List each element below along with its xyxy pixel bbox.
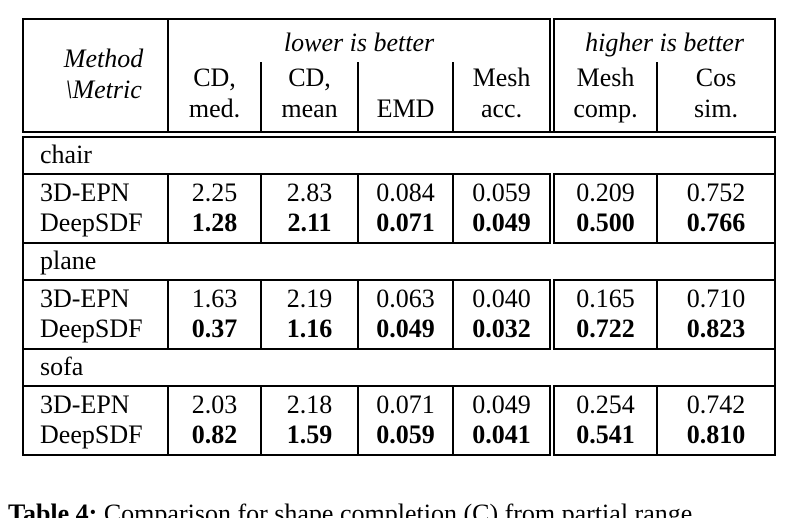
column-header-cos-sim: Cos sim. <box>656 62 776 138</box>
method-name: 3D-EPN <box>40 284 130 313</box>
metric-value-cell: 0.040 <box>451 280 553 314</box>
metric-value-cell: 0.049 <box>451 208 553 243</box>
metric-value-cell: 0.049 <box>357 314 453 349</box>
metric-value-cell: 0.742 <box>656 386 776 420</box>
metric-value-cell: 0.041 <box>451 420 553 455</box>
metric-value-cell: 1.16 <box>260 314 358 349</box>
metric-value-cell: 0.165 <box>549 280 658 314</box>
category-row-sofa: sofa <box>23 348 776 387</box>
metric-value-cell: 0.071 <box>357 208 453 243</box>
table-row-plane-deepsdf: DeepSDF 0.37 1.16 0.049 0.032 0.722 0.82… <box>23 314 776 349</box>
metric-value-cell: 2.83 <box>260 174 358 208</box>
caption-label: Table 4: <box>8 499 98 518</box>
metric-value-cell: 2.25 <box>167 174 261 208</box>
metric-value-cell: 1.28 <box>167 208 261 243</box>
metric-value-cell: 0.071 <box>357 386 453 420</box>
method-name: 3D-EPN <box>40 390 130 419</box>
metric-value-cell: 0.059 <box>357 420 453 455</box>
caption-text-1: Comparison for shape completion (C) from… <box>103 499 693 518</box>
metric-value-cell: 0.541 <box>549 420 658 455</box>
method-name: DeepSDF <box>40 420 143 449</box>
method-name: 3D-EPN <box>40 178 130 207</box>
metric-value-cell: 0.710 <box>656 280 776 314</box>
metric-value-cell: 1.63 <box>167 280 261 314</box>
metric-value-cell: 0.032 <box>451 314 553 349</box>
column-header-cd-mean: CD, mean <box>260 62 358 138</box>
column-header-cd-med: CD, med. <box>167 62 261 138</box>
group-header-row: Method \Metric lower is better higher is… <box>23 19 776 138</box>
metric-value-cell: 0.049 <box>451 386 553 420</box>
metric-value-cell: 0.766 <box>656 208 776 243</box>
table-caption: Table 4: Comparison for shape completion… <box>8 496 790 518</box>
group-header-higher-is-better: higher is better <box>549 19 776 62</box>
metric-value-cell: 2.19 <box>260 280 358 314</box>
metric-value-cell: 2.11 <box>260 208 358 243</box>
metric-value-cell: 0.752 <box>656 174 776 208</box>
metric-value-cell: 0.37 <box>167 314 261 349</box>
method-name: DeepSDF <box>40 208 143 237</box>
corner-line1: Method <box>63 44 144 73</box>
metric-value-cell: 0.059 <box>451 174 553 208</box>
table-row-chair-deepsdf: DeepSDF 1.28 2.11 0.071 0.049 0.500 0.76… <box>23 208 776 243</box>
category-label: plane <box>23 242 776 281</box>
corner-line2: \Metric <box>65 75 142 104</box>
metric-value-cell: 0.722 <box>549 314 658 349</box>
metric-value-cell: 0.209 <box>549 174 658 208</box>
metric-value-cell: 2.03 <box>167 386 261 420</box>
column-header-row: CD, med. CD, mean EMD Mesh acc. Mesh com… <box>23 62 776 138</box>
table-row-sofa-3depn: 3D-EPN 2.03 2.18 0.071 0.049 0.254 0.742 <box>23 386 776 420</box>
table-row-sofa-deepsdf: DeepSDF 0.82 1.59 0.059 0.041 0.541 0.81… <box>23 420 776 455</box>
column-header-mesh-comp: Mesh comp. <box>549 62 658 138</box>
metric-value-cell: 2.18 <box>260 386 358 420</box>
metric-value-cell: 0.823 <box>656 314 776 349</box>
table-row-plane-3depn: 3D-EPN 1.63 2.19 0.063 0.040 0.165 0.710 <box>23 280 776 314</box>
category-label: chair <box>23 133 776 175</box>
category-row-chair: chair <box>23 133 776 175</box>
caption-line-1: Table 4: Comparison for shape completion… <box>8 496 790 518</box>
metric-value-cell: 0.084 <box>357 174 453 208</box>
category-row-plane: plane <box>23 242 776 281</box>
metric-value-cell: 0.82 <box>167 420 261 455</box>
method-name: DeepSDF <box>40 314 143 343</box>
column-header-mesh-acc: Mesh acc. <box>451 62 553 138</box>
metric-value-cell: 0.254 <box>549 386 658 420</box>
category-label: sofa <box>23 348 776 387</box>
comparison-table: Method \Metric lower is better higher is… <box>22 18 777 456</box>
metric-value-cell: 0.063 <box>357 280 453 314</box>
metric-value-cell: 1.59 <box>260 420 358 455</box>
metric-value-cell: 0.810 <box>656 420 776 455</box>
corner-header-method-metric: Method \Metric <box>23 19 169 138</box>
group-header-lower-is-better: lower is better <box>166 19 553 62</box>
column-header-emd: EMD <box>357 62 453 138</box>
table-row-chair-3depn: 3D-EPN 2.25 2.83 0.084 0.059 0.209 0.752 <box>23 174 776 208</box>
metric-value-cell: 0.500 <box>549 208 658 243</box>
